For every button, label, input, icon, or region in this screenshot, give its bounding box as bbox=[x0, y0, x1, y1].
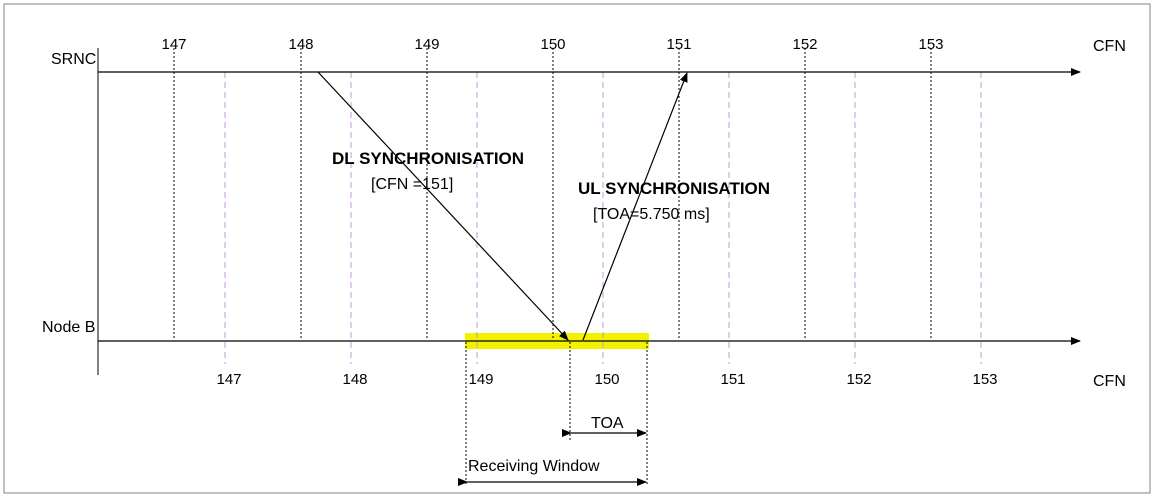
srnc-tick-label: 148 bbox=[288, 36, 313, 53]
nodeb-tick-label: 150 bbox=[594, 371, 619, 388]
nodeb-tick-label: 147 bbox=[216, 371, 241, 388]
cfn-bottom-label: CFN bbox=[1093, 373, 1126, 390]
nodeb-tick-label: 148 bbox=[342, 371, 367, 388]
ul-sync-param: [TOA=5.750 ms] bbox=[593, 206, 710, 223]
srnc-tick-label: 153 bbox=[918, 36, 943, 53]
nodeb-gridlines bbox=[224, 72, 982, 364]
srnc-gridlines bbox=[173, 48, 932, 340]
srnc-label: SRNC bbox=[51, 51, 96, 68]
cfn-top-label: CFN bbox=[1093, 38, 1126, 55]
nodeb-tick-label: 149 bbox=[468, 371, 493, 388]
toa-label: TOA bbox=[591, 415, 624, 432]
dl-sync-title: DL SYNCHRONISATION bbox=[332, 149, 524, 168]
nodeb-label: Node B bbox=[42, 319, 95, 336]
dl-sync-param: [CFN =151] bbox=[371, 176, 453, 193]
nodeb-tick-label: 153 bbox=[972, 371, 997, 388]
diagram-frame bbox=[3, 3, 1151, 494]
ul-sync-title: UL SYNCHRONISATION bbox=[578, 179, 770, 198]
srnc-tick-label: 151 bbox=[666, 36, 691, 53]
ul-sync-arrow bbox=[582, 72, 688, 341]
srnc-tick-label: 149 bbox=[414, 36, 439, 53]
receiving-window-label: Receiving Window bbox=[468, 458, 600, 475]
srnc-tick-label: 150 bbox=[540, 36, 565, 53]
nodeb-tick-label: 151 bbox=[720, 371, 745, 388]
nodeb-tick-label: 152 bbox=[846, 371, 871, 388]
dl-sync-arrow bbox=[317, 71, 569, 341]
srnc-tick-label: 147 bbox=[161, 36, 186, 53]
srnc-tick-label: 152 bbox=[792, 36, 817, 53]
